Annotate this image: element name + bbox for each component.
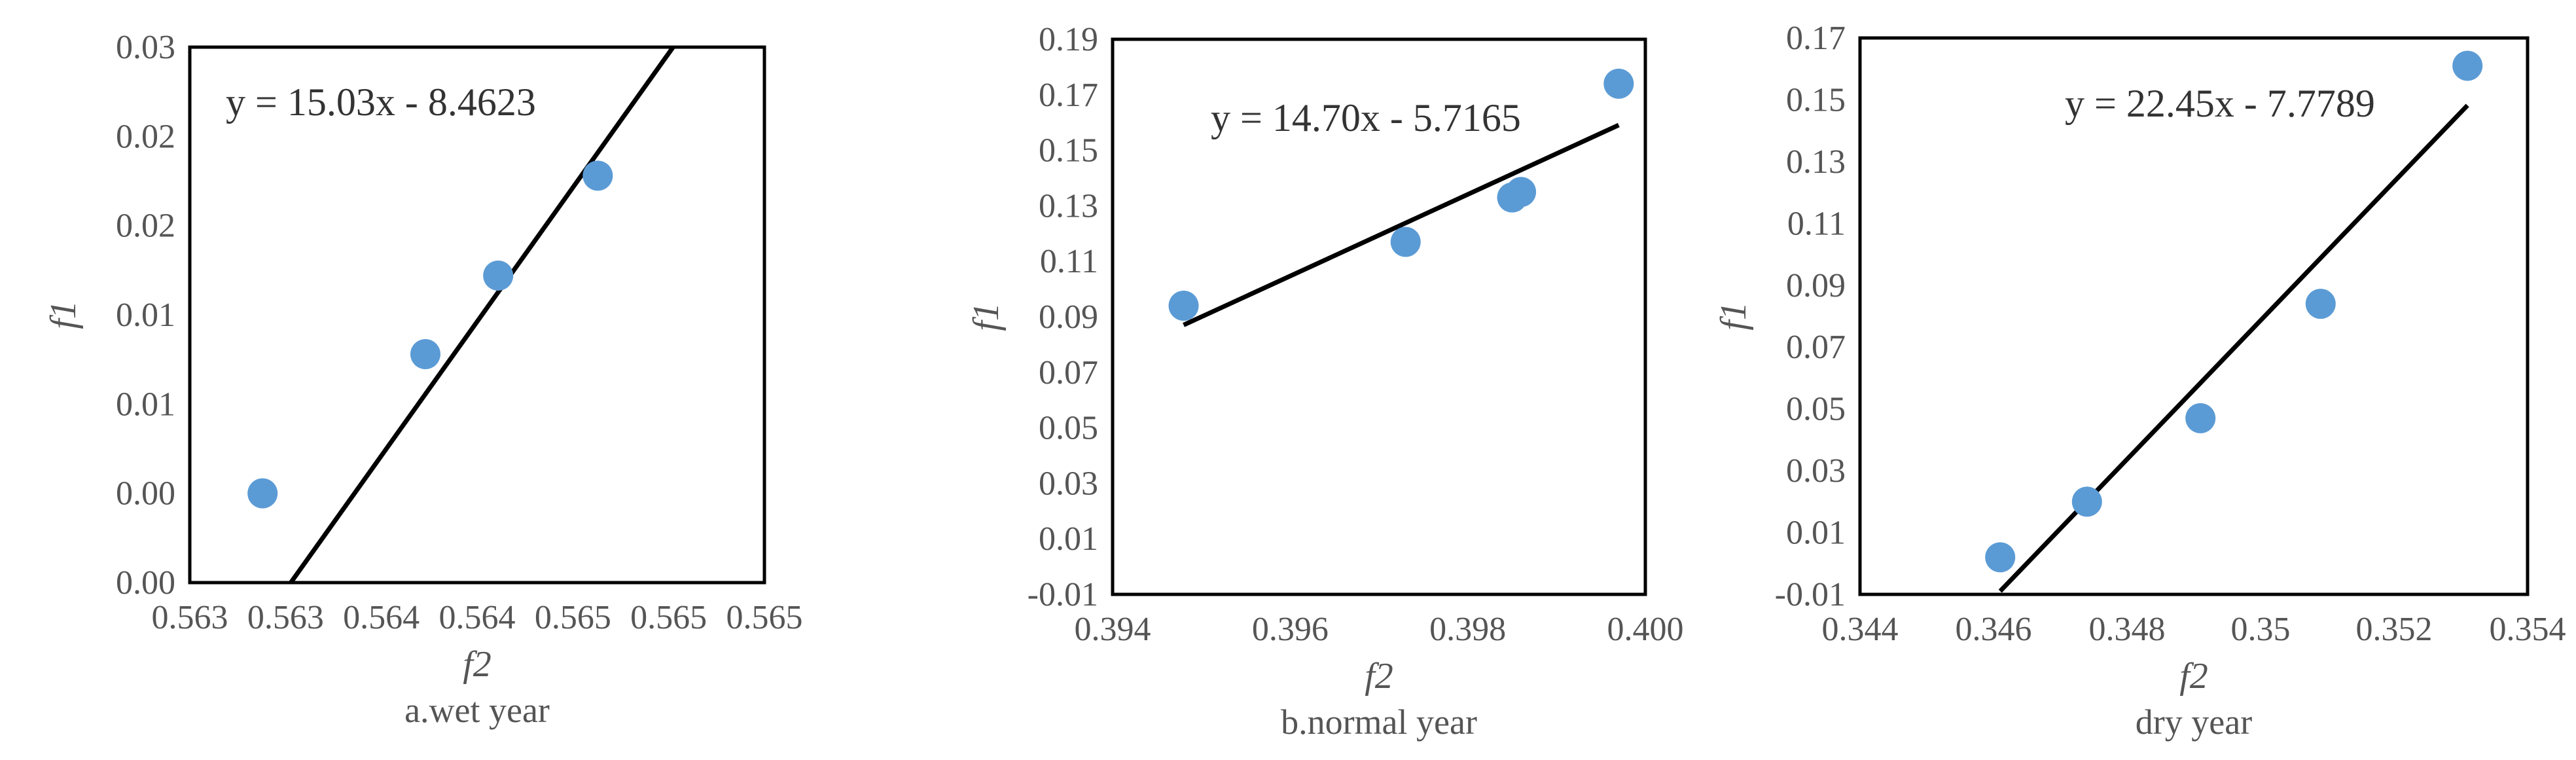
y-axis-label: f1 (1713, 302, 1754, 331)
y-tick-label: 0.05 (1039, 410, 1098, 447)
trendline-dry-year (1998, 103, 2469, 593)
plot-frame-wet-year (188, 45, 766, 585)
chart-caption: a.wet year (404, 691, 550, 730)
x-tick-label: 0.565 (630, 599, 707, 636)
chart-panel-normal-year: -0.01 0.01 0.03 0.05 0.07 0.09 0.11 0.13 0.15 0.1… (966, 21, 1684, 742)
x-tick-label: 0.563 (152, 599, 228, 636)
y-tick-label: 0.02 (116, 208, 175, 245)
data-point (2452, 50, 2483, 81)
y-tick-label: 0.15 (1786, 81, 1846, 118)
data-point (410, 338, 440, 369)
x-tick-label: 0.396 (1252, 611, 1329, 648)
x-tick-label: 0.564 (439, 599, 516, 636)
plot-frame-dry-year (1858, 36, 2530, 596)
y-axis-label: f1 (43, 300, 84, 329)
y-tick-label: 0.09 (1039, 299, 1098, 336)
y-tick-label: 0.09 (1786, 267, 1846, 304)
x-tick-label: 0.400 (1607, 611, 1684, 648)
data-point (1506, 177, 1537, 208)
data-point (247, 478, 278, 509)
trendline-equation: y = 22.45x - 7.7789 (2065, 82, 2375, 125)
x-tick-label: 0.348 (2089, 611, 2166, 648)
y-tick-label: 0.01 (1786, 515, 1846, 552)
data-point (483, 261, 514, 291)
x-axis-label: f2 (1365, 656, 1393, 697)
trendline-equation: y = 15.03x - 8.4623 (226, 81, 536, 124)
y-tick-label: 0.13 (1039, 187, 1098, 225)
data-point (2305, 289, 2336, 319)
data-point (2185, 403, 2216, 433)
data-point (1985, 542, 2016, 573)
x-tick-label: 0.565 (535, 599, 611, 636)
x-tick-label: 0.352 (2356, 611, 2433, 648)
data-point (1603, 68, 1634, 99)
x-tick-label: 0.564 (343, 599, 420, 636)
y-tick-label: 0.01 (1039, 520, 1098, 558)
x-tick-label: 0.344 (1822, 611, 1899, 648)
y-tick-label: 0.02 (116, 118, 175, 155)
chart-panel-dry-year: -0.01 0.01 0.03 0.05 0.07 0.09 0.11 0.13 0.15 0.1… (1713, 20, 2566, 742)
y-tick-label: 0.00 (116, 564, 175, 602)
x-axis-label: f2 (2179, 656, 2208, 697)
y-tick-label: -0.01 (1028, 576, 1098, 613)
data-point (582, 160, 613, 191)
y-tick-label: 0.17 (1786, 20, 1846, 57)
x-tick-label: 0.394 (1075, 611, 1151, 648)
x-tick-label: 0.563 (247, 599, 324, 636)
chart-caption: dry year (2136, 702, 2252, 742)
y-tick-label: 0.03 (1786, 452, 1846, 490)
y-tick-label: 0.01 (116, 386, 175, 423)
x-tick-label: 0.346 (1956, 611, 2032, 648)
trendline-equation: y = 14.70x - 5.7165 (1211, 96, 1521, 139)
x-tick-label: 0.35 (2231, 611, 2291, 648)
y-tick-label: 0.19 (1039, 21, 1098, 58)
chart-panel-wet-year: 0.00 0.00 0.01 0.01 0.02 0.02 0.03 0.563 0.563 0.… (43, 29, 803, 730)
y-tick-label: 0.17 (1039, 77, 1098, 114)
y-tick-label: 0.03 (116, 29, 175, 66)
x-axis-label: f2 (463, 644, 492, 685)
x-tick-label: 0.354 (2490, 611, 2566, 648)
y-tick-label: 0.03 (1039, 465, 1098, 502)
data-point (1168, 291, 1199, 321)
data-point (2071, 486, 2102, 517)
x-tick-label: 0.398 (1429, 611, 1506, 648)
data-point (1390, 226, 1421, 257)
y-tick-label: 0.07 (1039, 354, 1098, 391)
y-tick-label: 0.11 (1787, 205, 1846, 242)
chart-caption: b.normal year (1281, 702, 1477, 742)
trendline-normal-year (1183, 122, 1620, 327)
y-tick-label: 0.01 (116, 297, 175, 334)
x-tick-label: 0.565 (726, 599, 803, 636)
y-tick-label: 0.00 (116, 475, 175, 513)
y-tick-label: 0.13 (1786, 143, 1846, 181)
y-tick-label: 0.07 (1786, 329, 1846, 366)
y-tick-label: 0.15 (1039, 132, 1098, 170)
y-tick-label: -0.01 (1775, 576, 1846, 613)
y-tick-label: 0.11 (1040, 243, 1098, 280)
plot-frame-normal-year (1111, 37, 1647, 596)
y-axis-label: f1 (966, 302, 1007, 331)
trendline-wet-year (288, 47, 676, 583)
y-tick-label: 0.05 (1786, 391, 1846, 428)
